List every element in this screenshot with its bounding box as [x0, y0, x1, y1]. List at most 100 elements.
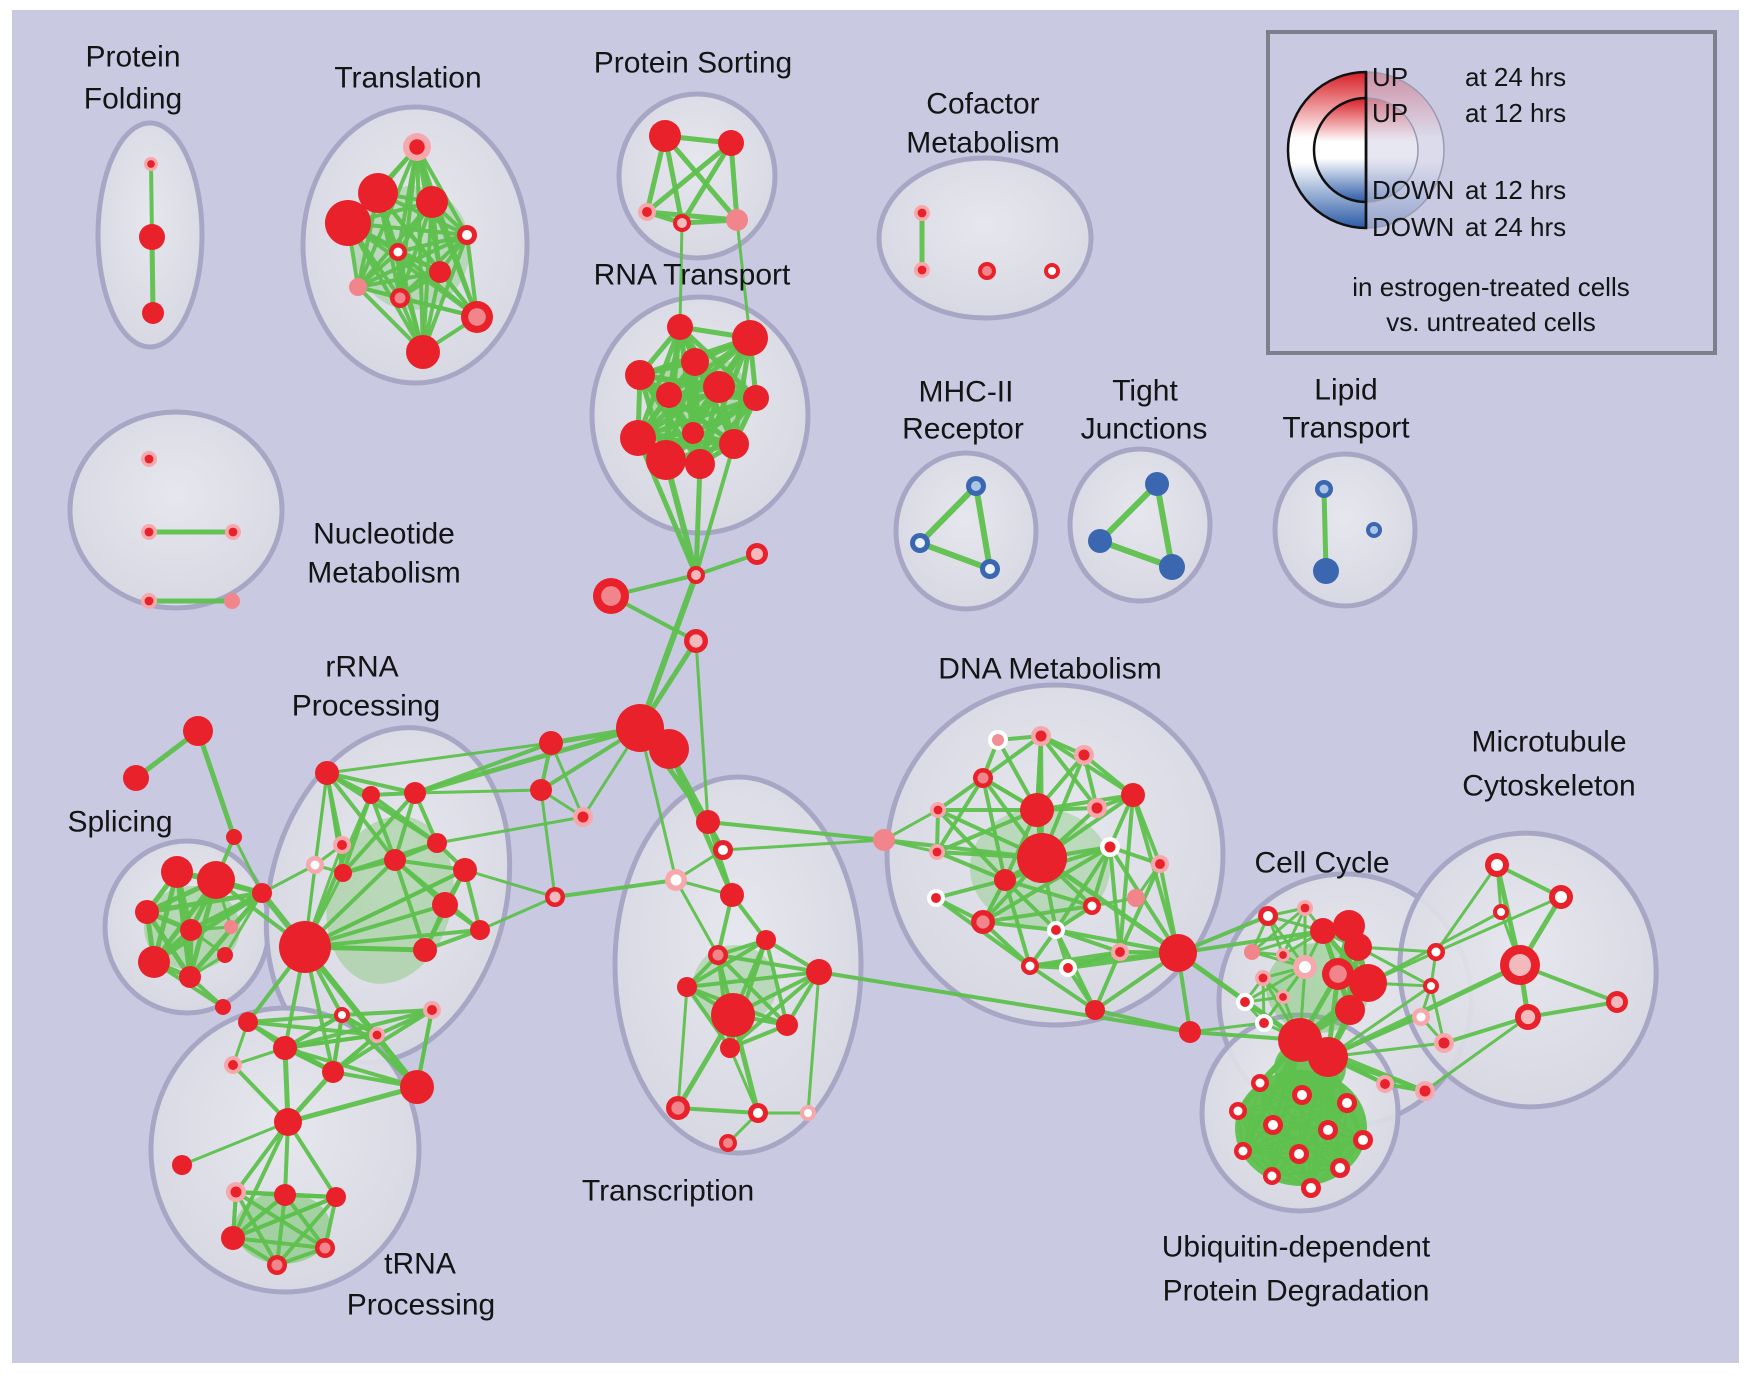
gene-node-lt2	[1313, 558, 1339, 584]
interaction-edge	[674, 878, 720, 957]
interaction-edge	[283, 1193, 327, 1250]
gene-node-m7	[1610, 995, 1624, 1009]
gene-node-r14	[238, 1012, 258, 1032]
gene-node-ps2	[718, 130, 744, 156]
interaction-edge	[430, 200, 479, 319]
interaction-edge	[1242, 1129, 1329, 1152]
gene-node-tx8	[756, 930, 776, 950]
cluster-label-rrna-processing: rRNA	[325, 651, 398, 684]
gene-node-r13	[413, 938, 437, 962]
legend-time-label: at 24 hrs	[1465, 62, 1566, 92]
gene-node-d14	[994, 869, 1016, 891]
interaction-edge	[685, 938, 768, 989]
gene-node-lt1	[1319, 484, 1329, 494]
gene-node-pf2	[139, 224, 165, 250]
gene-node-mh1	[971, 481, 981, 491]
legend-direction-label: DOWN	[1372, 175, 1454, 205]
gene-node-x3	[226, 829, 242, 845]
interaction-edge	[246, 1020, 379, 1037]
interaction-edge	[1176, 929, 1325, 955]
cluster-label-protein-folding: Folding	[84, 83, 182, 116]
legend-circle-faded-half	[1365, 97, 1419, 203]
gene-node-r20	[427, 1005, 437, 1015]
cluster-label-translation: Translation	[334, 62, 481, 95]
interaction-edge	[764, 938, 789, 1027]
interaction-edge	[981, 734, 1043, 780]
interaction-edge	[1028, 964, 1097, 1012]
interaction-edge	[234, 1120, 290, 1194]
gene-node-cc14	[1240, 997, 1250, 1007]
legend-caption: vs. untreated cells	[1386, 307, 1596, 337]
gene-node-sp1	[161, 856, 193, 888]
interaction-edge	[1003, 878, 1032, 968]
interaction-edge	[934, 878, 1007, 900]
gene-node-cc5	[1299, 961, 1311, 973]
interaction-edge	[375, 1008, 434, 1037]
gene-node-cc12	[1258, 973, 1268, 983]
gene-node-rt7	[743, 385, 769, 411]
interaction-edge	[393, 791, 417, 862]
gene-node-h2	[649, 729, 689, 769]
interaction-edge	[1434, 895, 1563, 954]
cluster-label-nucleotide-metabolism: Metabolism	[307, 557, 460, 590]
gene-node-cc21	[1438, 1037, 1450, 1049]
gene-node-u11	[1267, 1171, 1277, 1181]
interaction-edge	[1237, 1110, 1273, 1177]
interaction-edge	[393, 858, 427, 952]
cluster-label-dna-metabolism: DNA Metabolism	[938, 653, 1161, 686]
interaction-edge	[716, 953, 789, 1027]
interaction-edge	[232, 835, 264, 895]
gene-node-rt2	[732, 320, 768, 356]
gene-node-sp9	[252, 883, 272, 903]
gene-node-m6	[1520, 1009, 1536, 1025]
gene-node-d11	[1091, 802, 1103, 814]
interaction-edge	[1237, 1110, 1364, 1141]
gene-node-cc15	[1259, 1018, 1269, 1028]
gene-node-tx16	[804, 1109, 812, 1117]
gene-node-tn8	[271, 1259, 283, 1271]
interaction-edge	[435, 815, 585, 845]
interaction-edge	[144, 909, 193, 980]
gene-node-t1	[409, 139, 425, 155]
interaction-edge	[935, 776, 985, 854]
gene-node-d2	[1035, 730, 1047, 742]
gene-node-tn4	[274, 1184, 296, 1206]
interaction-edge	[478, 895, 557, 932]
gene-node-tx13	[720, 1038, 740, 1058]
gene-node-cc9	[1329, 965, 1347, 983]
cluster-label-microtubule-cytoskeleton: Microtubule	[1471, 726, 1626, 759]
gene-node-r2	[362, 786, 380, 804]
interaction-edge	[662, 133, 740, 223]
cluster-label-lipid-transport: Lipid	[1314, 374, 1377, 407]
legend-direction-label: UP	[1372, 98, 1408, 128]
interaction-edge	[1250, 906, 1307, 954]
gene-node-u8	[1238, 1146, 1248, 1156]
interaction-edge	[685, 985, 732, 1050]
cluster-label-rna-transport: RNA Transport	[594, 259, 791, 292]
gene-node-m1	[1491, 859, 1503, 871]
gene-node-tx10	[711, 993, 755, 1037]
legend-direction-label: DOWN	[1372, 212, 1454, 242]
gene-node-r12	[470, 920, 490, 940]
gene-node-r11	[432, 892, 458, 918]
interaction-edge	[694, 442, 736, 577]
gene-node-tn7	[319, 1242, 331, 1254]
gene-node-rt8	[682, 422, 704, 444]
interaction-edge	[144, 890, 265, 915]
interaction-edge	[1097, 481, 1160, 544]
gene-node-m4	[1509, 954, 1531, 976]
gene-node-rt9	[620, 420, 656, 456]
cluster-label-protein-folding: Protein	[85, 41, 180, 74]
legend-circle-solid-half	[1312, 96, 1368, 204]
interaction-edge	[638, 726, 678, 882]
interaction-edge	[1003, 878, 1058, 932]
gene-node-u10	[1335, 1163, 1345, 1173]
interaction-edge	[678, 221, 684, 329]
interaction-edge	[187, 890, 265, 980]
gene-node-c5	[539, 731, 563, 755]
gene-node-r19	[338, 1011, 346, 1019]
interaction-edge	[1321, 486, 1329, 574]
interaction-edge	[549, 741, 585, 819]
gene-node-rt1	[667, 314, 693, 340]
interaction-edge	[231, 1195, 338, 1240]
